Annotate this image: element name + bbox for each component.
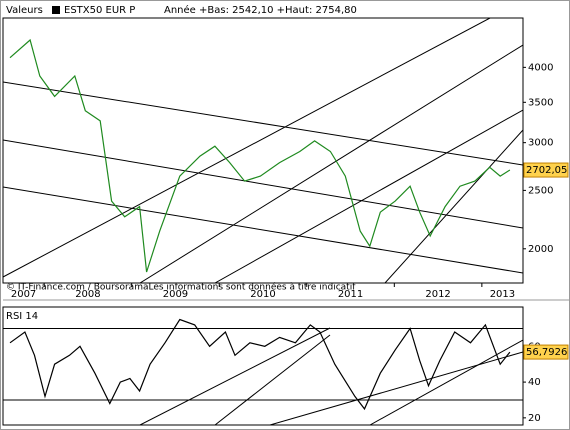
series-line [9,318,511,411]
legend-label: ESTX50 EUR P [64,5,135,16]
series-line [9,38,511,273]
rsi-trendlines [139,327,523,425]
price-trendlines [3,18,523,283]
trendline [3,81,523,166]
x-tick-label: 2009 [163,289,188,300]
price-plot-frame [2,17,524,284]
x-tick-label: 2011 [338,289,363,300]
trendline [3,139,523,229]
y-tick-label: 4000 [528,62,553,73]
y-tick-label: 3000 [528,138,553,149]
y-tick-label: 2500 [528,185,553,196]
x-tick-label: 2010 [250,289,275,300]
trendline [269,351,523,425]
last-value-label: 56,7926 [526,347,567,358]
x-tick-label: 2012 [425,289,450,300]
y-tick-label: 3500 [528,97,553,108]
trendline [214,334,331,425]
subtitle: Année +Bas: 2542,10 +Haut: 2754,80 [164,4,357,16]
last-value-box [523,344,569,360]
trendline [139,44,523,283]
trendline [3,186,523,274]
trendline [139,327,331,425]
y-tick-label: 2000 [528,244,553,255]
source: © IT-Finance.com / BoursoramaLes informa… [6,282,356,293]
legend-title: Valeurs [6,5,43,16]
last-value-label: 2702,05 [526,165,567,176]
trendline [214,109,523,283]
legend-swatch [52,6,60,14]
rsi-title: RSI 14 [6,311,38,322]
rsi-plot-frame [2,306,524,426]
trendline [3,18,491,278]
last-value-box [523,162,569,178]
x-tick-label: 2013 [490,289,515,300]
y-tick-label: 40 [528,377,541,388]
x-tick-label: 2008 [75,289,100,300]
trendline [369,339,523,425]
x-tick-label: 2007 [11,289,36,300]
trendline [384,129,523,283]
y-tick-label: 20 [528,413,541,424]
